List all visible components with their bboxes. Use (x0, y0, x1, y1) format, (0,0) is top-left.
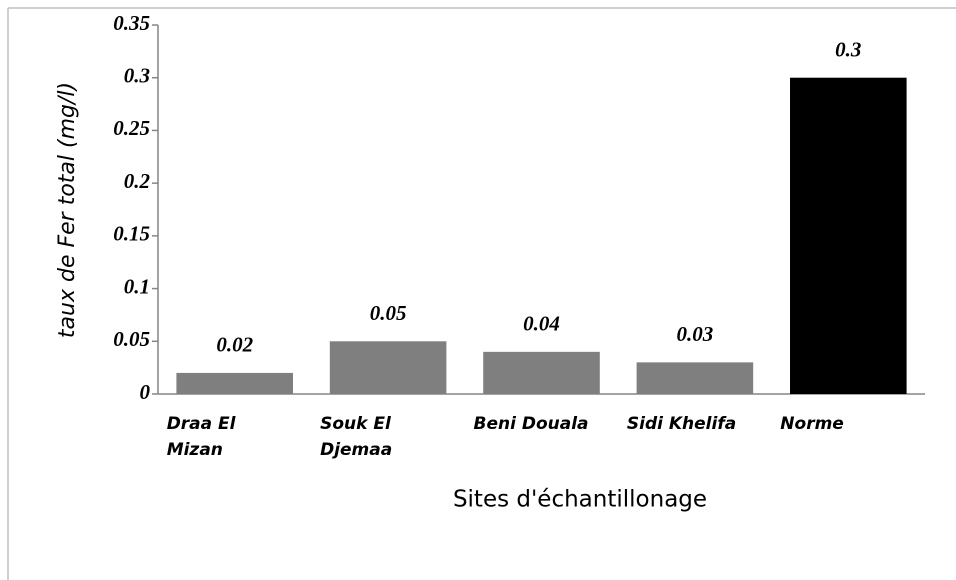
x-tick-label: Sidi Khelifa (627, 414, 736, 434)
bar (483, 351, 600, 394)
bar (176, 372, 293, 394)
y-tick-label: 0.35 (113, 11, 150, 35)
bar (636, 362, 754, 394)
y-tick-label: 0 (140, 380, 151, 404)
data-label: 0.05 (370, 301, 407, 325)
x-tick-label: Beni Douala (474, 414, 589, 434)
y-tick-label: 0.3 (124, 64, 150, 88)
x-tick-label: Norme (780, 414, 844, 434)
y-tick-label: 0.05 (113, 327, 150, 351)
x-axis-label: Sites d'échantillonage (453, 487, 707, 513)
y-tick-label: 0.15 (113, 222, 150, 246)
data-label: 0.04 (523, 312, 560, 336)
y-tick-label: 0.2 (124, 169, 151, 193)
y-tick-label: 0.1 (124, 274, 150, 298)
data-label: 0.3 (835, 38, 861, 62)
x-tick-label: Souk El Djemaa (320, 414, 397, 460)
bar (329, 341, 447, 394)
data-label: 0.02 (216, 333, 253, 357)
x-tick-label: Draa El Mizan (167, 414, 242, 460)
data-label: 0.03 (677, 322, 714, 346)
y-axis-label: taux de Fer total (mg/l) (55, 82, 80, 338)
y-tick-label: 0.25 (113, 116, 150, 140)
bar (790, 77, 907, 394)
